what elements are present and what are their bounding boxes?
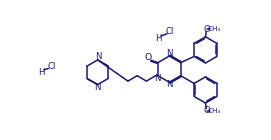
Text: N: N [154,74,160,83]
Text: Cl: Cl [166,27,174,36]
Text: O: O [204,106,210,115]
Text: H: H [38,68,45,77]
Text: N: N [166,80,173,89]
Text: N: N [94,83,100,92]
Text: CH₃: CH₃ [207,26,221,32]
Text: O: O [144,53,151,62]
Text: H: H [155,34,162,43]
Text: O: O [204,25,210,34]
Text: N: N [95,52,102,61]
Text: Cl: Cl [47,62,56,71]
Text: N: N [166,49,173,58]
Text: CH₃: CH₃ [207,108,221,114]
